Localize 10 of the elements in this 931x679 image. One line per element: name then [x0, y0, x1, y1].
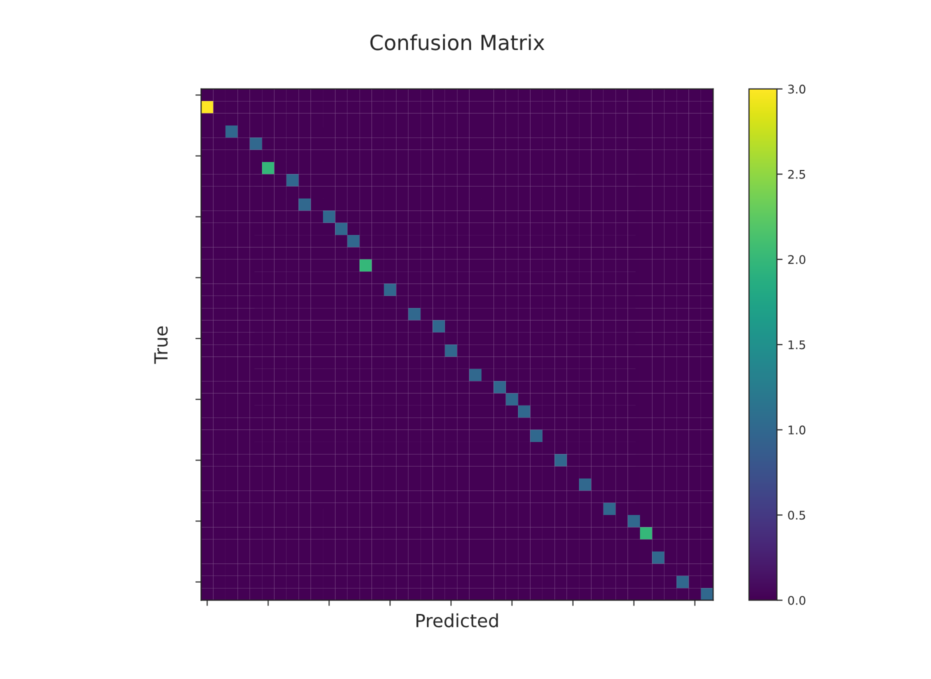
chart-title: Confusion Matrix: [370, 34, 544, 50]
color-bar-label: 3.0: [788, 84, 806, 94]
color-bar-label: 0.0: [788, 596, 806, 605]
color-bar-label: 0.5: [788, 510, 806, 520]
color-bar-label: 1.0: [788, 426, 806, 434]
x-axis-title: Predicted: [416, 613, 498, 628]
color-bar-label: 2.0: [788, 255, 806, 264]
color-bar-label: 2.5: [788, 170, 806, 179]
y-axis-title: True: [154, 326, 168, 364]
color-bar-label: 1.5: [788, 340, 806, 350]
